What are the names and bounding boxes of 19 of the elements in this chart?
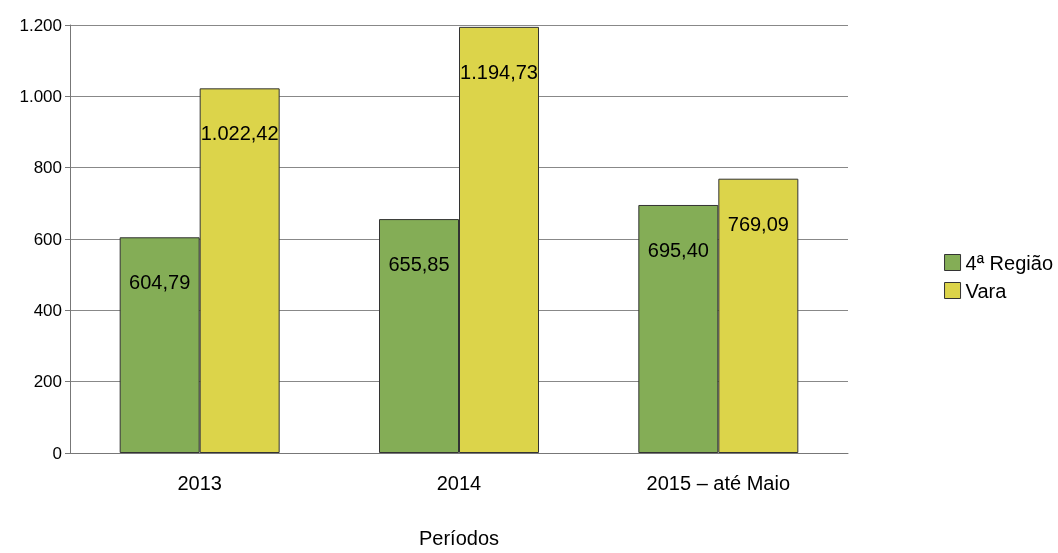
data-label: 1.194,73 — [460, 60, 538, 83]
y-tick-label: 800 — [33, 158, 62, 178]
y-tick-label: 1.200 — [19, 15, 62, 35]
x-axis-title: Períodos — [418, 527, 500, 549]
x-tick-label: 2014 — [436, 472, 482, 494]
data-label: 769,09 — [727, 212, 789, 235]
data-label: 1.022,42 — [200, 122, 279, 145]
y-tick-label: 200 — [33, 372, 62, 392]
x-tick-label: 2013 — [177, 472, 222, 494]
data-label: 655,85 — [388, 253, 450, 276]
y-tick-label: 600 — [33, 229, 62, 249]
y-tick-label: 400 — [33, 300, 62, 320]
legend-label: 4ª Região — [965, 251, 1054, 274]
legend-label: Vara — [965, 279, 1008, 302]
y-tick-label: 0 — [52, 443, 62, 463]
y-tick-label: 1.000 — [19, 86, 62, 106]
x-tick-label: 2015 – até Maio — [646, 472, 791, 494]
data-label: 604,79 — [129, 271, 191, 294]
data-label: 695,40 — [647, 238, 709, 261]
